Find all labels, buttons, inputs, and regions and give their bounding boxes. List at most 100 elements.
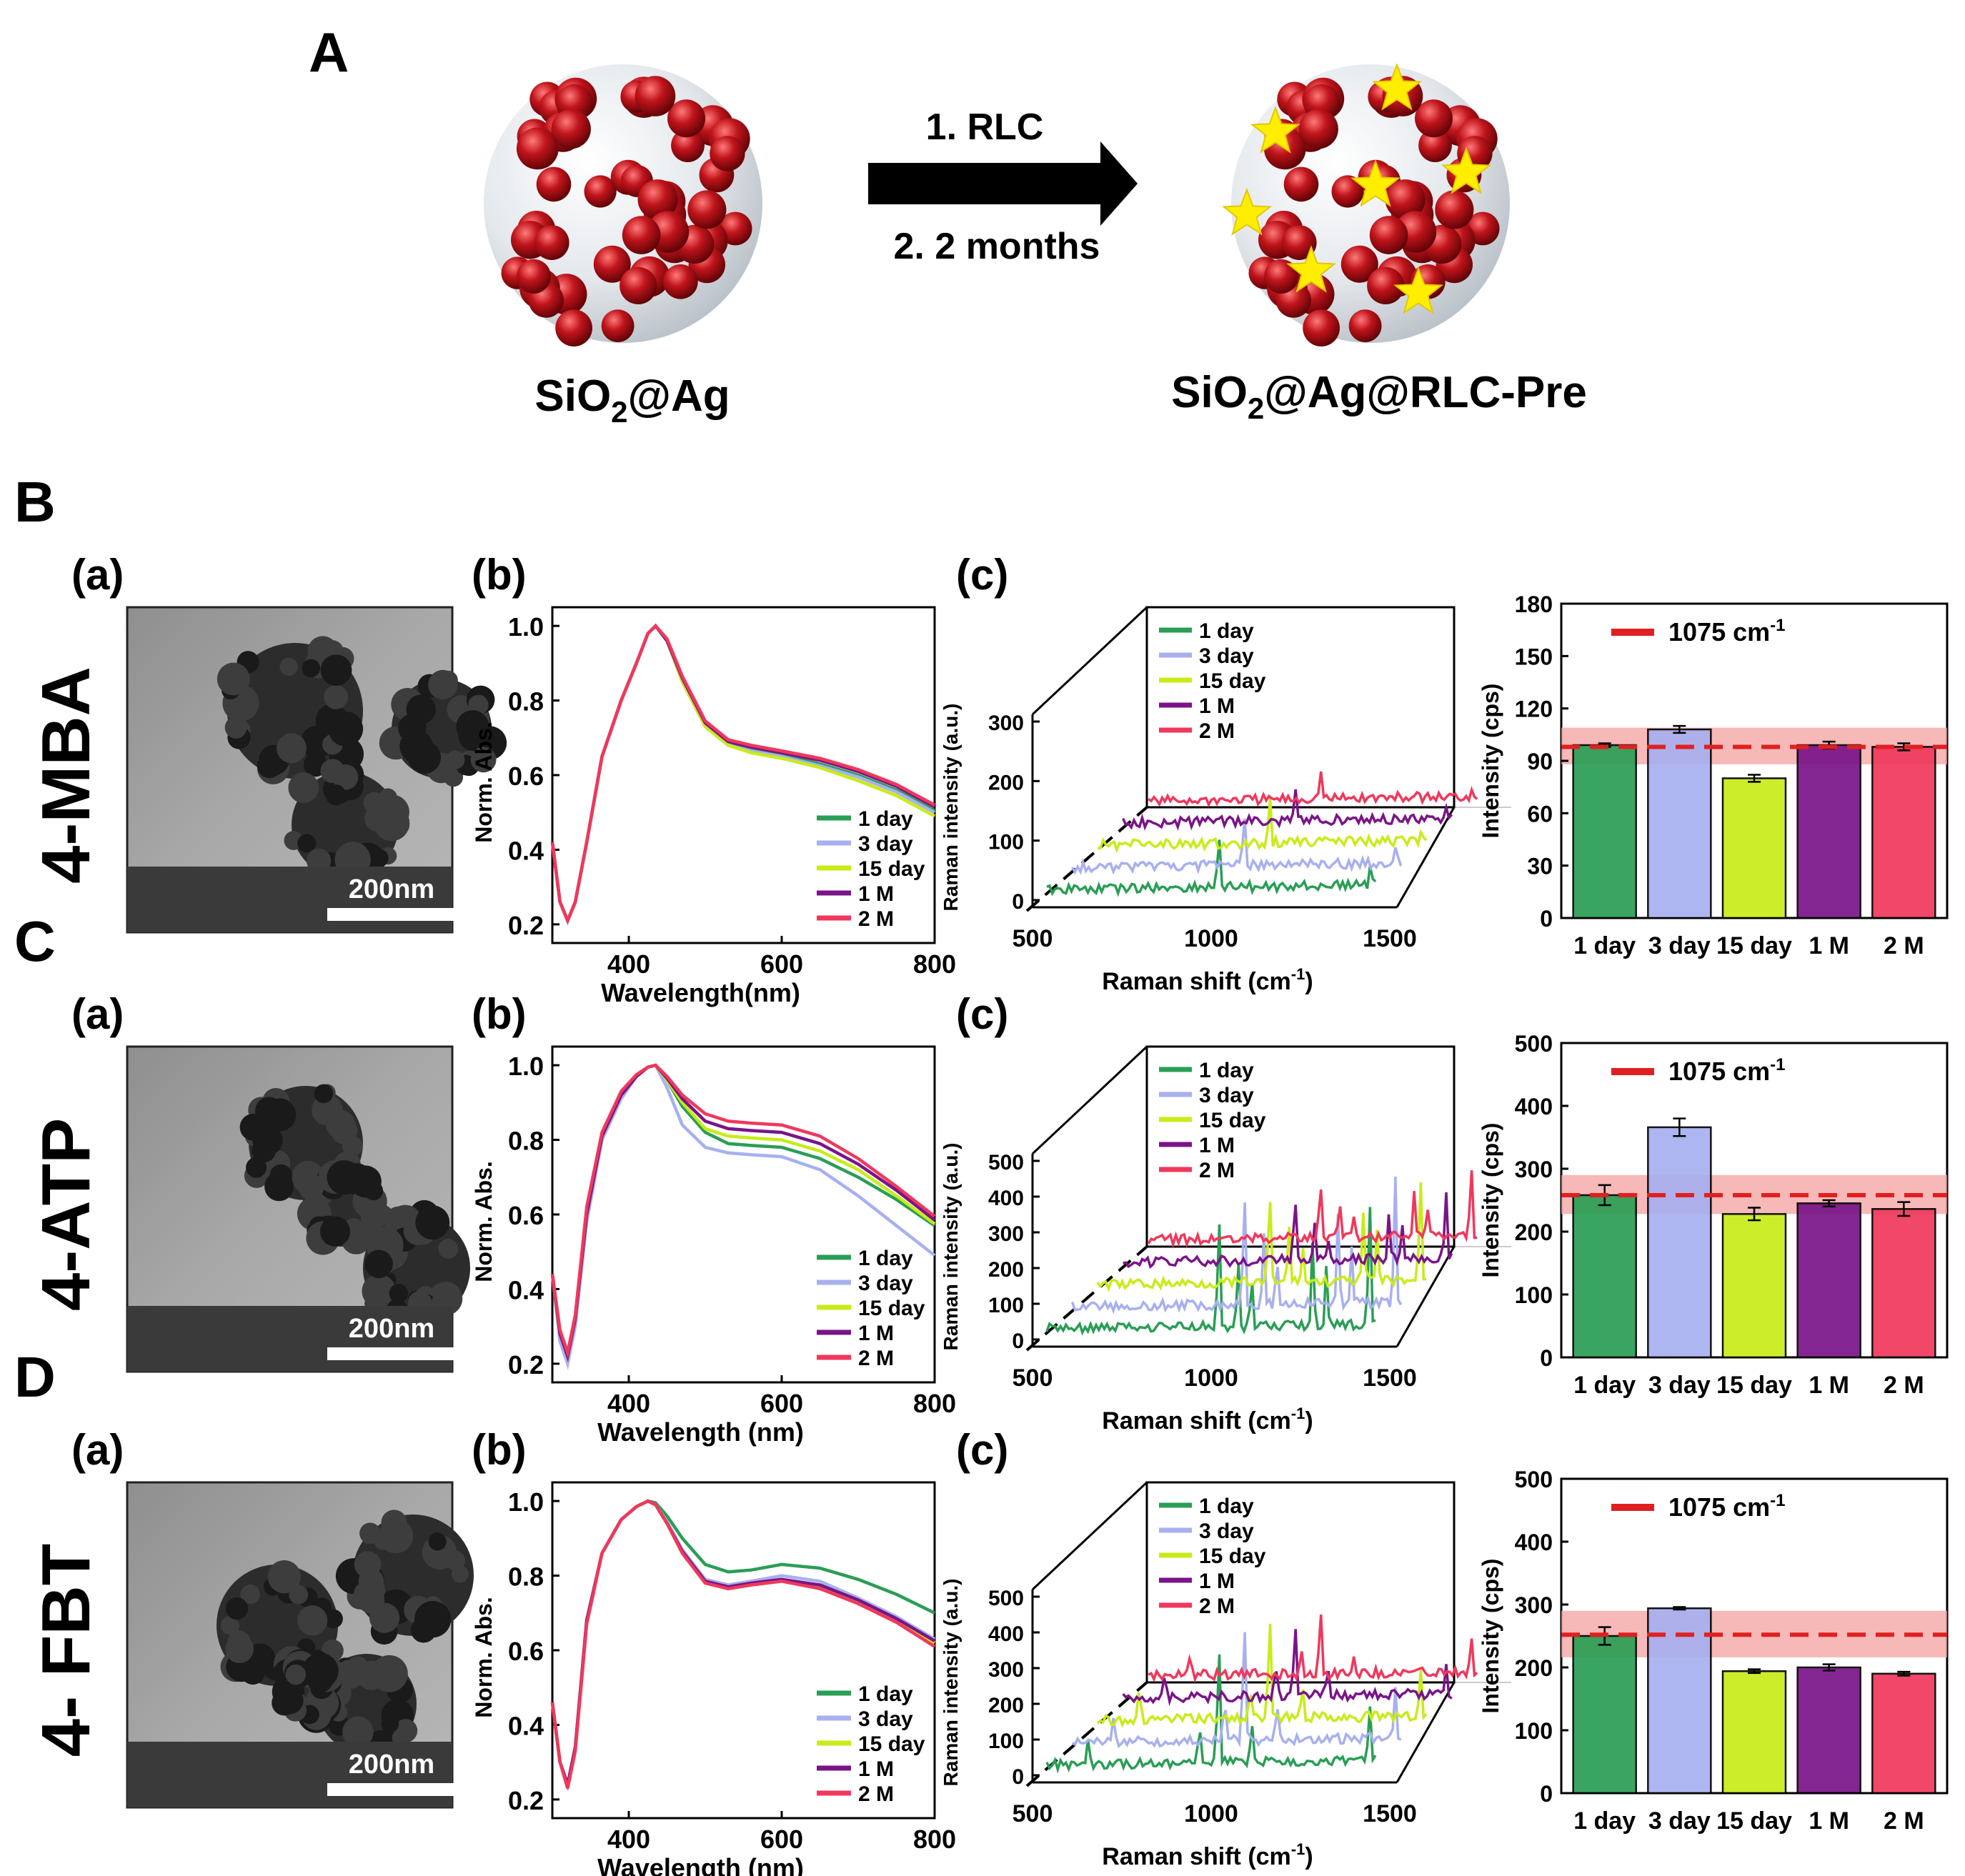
x-tick-label: 1 day bbox=[1573, 1807, 1636, 1835]
sub-label-b: (b) bbox=[472, 551, 527, 599]
legend-label: 3 day bbox=[858, 832, 913, 856]
legend-label: 1 M bbox=[1199, 1134, 1235, 1157]
legend-label-sup: -1 bbox=[1770, 616, 1785, 635]
legend-label-sup: -1 bbox=[1770, 1055, 1785, 1074]
x-tick-label: 1 day bbox=[1573, 1372, 1636, 1399]
tem-image: 200nm bbox=[126, 1045, 470, 1373]
cluster-bead bbox=[224, 717, 247, 739]
silver-dot bbox=[663, 264, 698, 299]
row-label: D bbox=[14, 1345, 56, 1409]
silver-dot bbox=[1283, 166, 1319, 202]
legend-label: 1075 cm-1 bbox=[1668, 616, 1785, 647]
raman-series-line bbox=[1045, 1207, 1376, 1336]
legend-label-main: 1075 cm bbox=[1668, 1492, 1770, 1522]
y-tick-label: 180 bbox=[1515, 592, 1553, 617]
molecule-label: 4-ATP bbox=[28, 1118, 104, 1311]
particle-cluster bbox=[335, 1510, 474, 1645]
x-tick-label: 1 M bbox=[1809, 932, 1849, 959]
legend-label: 3 day bbox=[1199, 1084, 1254, 1107]
cluster-bead bbox=[359, 1577, 386, 1603]
silver-dot bbox=[687, 190, 727, 229]
y-tick-label: 0 bbox=[1540, 1781, 1553, 1807]
y-tick-label: 200 bbox=[988, 771, 1024, 794]
legend-label: 15 day bbox=[858, 857, 925, 881]
molecule-label: 4- FBT bbox=[28, 1544, 104, 1757]
y-tick-label: 400 bbox=[1515, 1530, 1553, 1555]
raman-series-line bbox=[1147, 1170, 1478, 1249]
y-tick-label: 120 bbox=[1515, 697, 1553, 722]
panel-label-a: A bbox=[309, 21, 349, 84]
x-tick-label: 1 day bbox=[1573, 932, 1636, 959]
x-tick-label: 400 bbox=[607, 1825, 650, 1854]
cluster-bead bbox=[468, 694, 489, 715]
cluster-bead bbox=[240, 1585, 260, 1605]
row-4-fbt: D 4- FBT (a) (b) (c) 200nm 0.2 0.4 0.6 0.8 1.0 400 6… bbox=[14, 1345, 1949, 1876]
cluster-bead bbox=[298, 1174, 324, 1200]
raman-3d-chart: 0 100 200 300 400 500 Raman intensity (a.u.) 50… bbox=[940, 1045, 1511, 1435]
y-tick-label: 0.4 bbox=[508, 1275, 544, 1304]
depth-axis bbox=[1025, 1681, 1148, 1787]
legend-label: 1 M bbox=[858, 882, 894, 906]
silver-dot bbox=[555, 309, 592, 346]
cluster-bead bbox=[257, 753, 282, 779]
cluster-bead bbox=[381, 1715, 399, 1733]
cluster-bead bbox=[277, 733, 307, 764]
x-axis-label-sup: -1 bbox=[1291, 965, 1305, 983]
silver-nanoparticles bbox=[1248, 76, 1500, 346]
cluster-bead bbox=[324, 1609, 343, 1629]
raman-series-line bbox=[1070, 1176, 1403, 1314]
rlc-star bbox=[1221, 188, 1273, 236]
x-tick-label: 600 bbox=[760, 1389, 803, 1418]
cluster-bead bbox=[217, 662, 250, 696]
legend-label: 3 day bbox=[1199, 1520, 1254, 1543]
x-axis-label-main: Raman shift (cm bbox=[1102, 1843, 1291, 1870]
cluster-bead bbox=[314, 1084, 334, 1104]
scale-bar bbox=[327, 908, 454, 921]
depth-axis bbox=[1025, 1245, 1148, 1352]
cluster-bead bbox=[269, 1164, 293, 1187]
y-tick-label: 30 bbox=[1527, 854, 1553, 879]
y-tick-label: 100 bbox=[1515, 1718, 1553, 1744]
legend-box-frame bbox=[1145, 1481, 1456, 1684]
sub-label-a: (a) bbox=[71, 551, 124, 599]
right-edge bbox=[1396, 1246, 1456, 1347]
x-axis-label: Raman shift (cm-1) bbox=[1102, 1404, 1313, 1435]
x-axis-label-end: ) bbox=[1305, 968, 1313, 995]
rlc-stars bbox=[1221, 63, 1492, 314]
scale-bar-strip bbox=[127, 1306, 452, 1372]
silver-dot bbox=[517, 259, 551, 294]
cluster-bead bbox=[332, 764, 359, 790]
x-tick-label: 500 bbox=[1013, 925, 1053, 952]
uv-series-line bbox=[550, 1499, 936, 1789]
x-tick-label: 2 M bbox=[1884, 1807, 1924, 1835]
y-tick-label: 0.6 bbox=[508, 762, 544, 791]
raman-series-line bbox=[1122, 789, 1453, 831]
y-axis-label: Intensity (cps) bbox=[1478, 1559, 1503, 1714]
y-axis-label: Norm. Abs. bbox=[471, 1597, 497, 1718]
y-tick-label: 0.2 bbox=[508, 1786, 544, 1815]
legend-label: 1 day bbox=[858, 807, 913, 831]
x-axis-label-end: ) bbox=[1305, 1407, 1313, 1435]
legend-label: 3 day bbox=[858, 1272, 913, 1295]
cluster-bead bbox=[364, 1249, 393, 1279]
y-tick-label: 0.6 bbox=[508, 1637, 544, 1666]
x-axis-label-main: Raman shift (cm bbox=[1102, 1407, 1291, 1435]
y-axis-label: Raman intensity (a.u.) bbox=[940, 1143, 962, 1351]
legend-label: 2 M bbox=[1199, 1595, 1235, 1618]
y-tick-label: 400 bbox=[988, 1187, 1024, 1210]
cluster-bead bbox=[342, 1136, 363, 1157]
scale-bar-label: 200nm bbox=[349, 1314, 434, 1344]
cluster-bead bbox=[369, 1602, 400, 1633]
uv-series-line bbox=[550, 1063, 936, 1359]
cluster-bead bbox=[319, 1216, 351, 1247]
silver-dot bbox=[516, 127, 559, 170]
x-tick-label: 600 bbox=[760, 949, 803, 979]
scale-bar bbox=[327, 1347, 454, 1360]
raman-series-line bbox=[1046, 839, 1377, 897]
scale-bar-label: 200nm bbox=[349, 874, 434, 904]
y-tick-label: 0.8 bbox=[508, 1127, 544, 1156]
silver-nanoparticles bbox=[501, 76, 752, 346]
scale-bar-strip bbox=[127, 867, 452, 932]
